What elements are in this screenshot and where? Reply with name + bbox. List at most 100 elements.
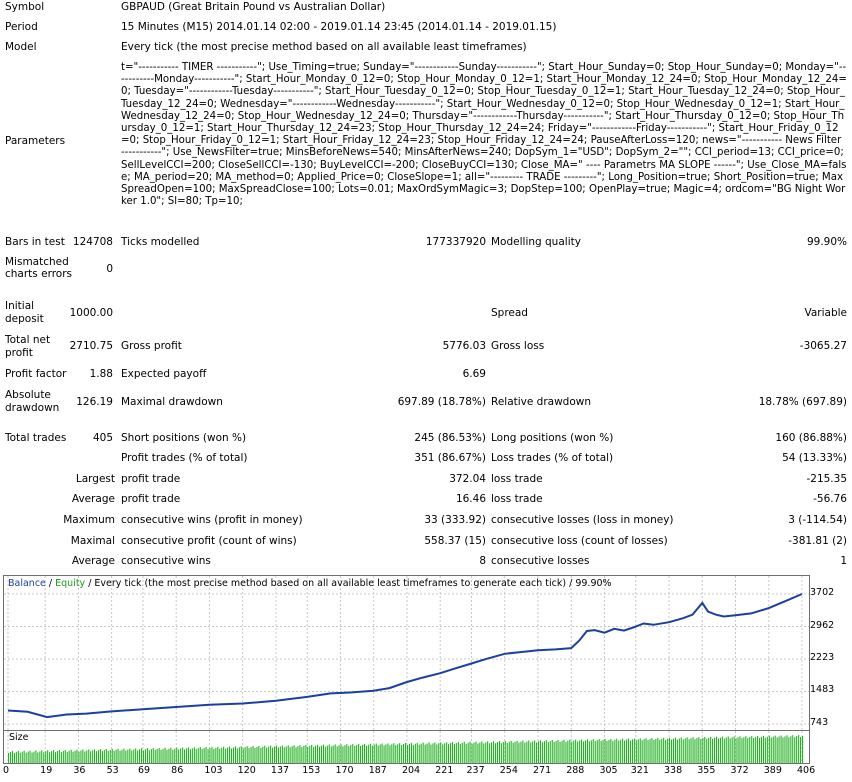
size-bar <box>43 752 45 763</box>
short-positions-value: 245 (86.53%) <box>414 432 486 444</box>
size-bar <box>620 739 622 763</box>
size-bar <box>74 750 76 763</box>
size-bar <box>152 748 154 763</box>
size-bar <box>749 737 751 763</box>
size-bar <box>768 735 770 763</box>
size-bar <box>223 746 225 763</box>
size-bar <box>753 738 755 763</box>
max-consec-wins-value: 33 (333.92) <box>424 514 486 526</box>
size-bar <box>487 741 489 763</box>
gross-loss-label: Gross loss <box>491 340 545 352</box>
short-positions-label: Short positions (won %) <box>121 432 247 444</box>
absolute-drawdown-label: Absolute drawdown <box>5 389 60 414</box>
size-bar <box>72 751 74 763</box>
size-bar <box>281 745 283 763</box>
consecutive-loss-count-label: consecutive loss (count of losses) <box>491 535 668 547</box>
size-bar <box>520 741 522 763</box>
size-bar <box>725 737 727 763</box>
size-bar <box>47 750 49 763</box>
size-bar <box>201 749 203 763</box>
size-bar <box>802 736 804 763</box>
size-bar <box>11 750 13 763</box>
spread-label: Spread <box>491 307 528 319</box>
size-bar <box>672 738 674 763</box>
size-bar <box>148 750 150 763</box>
size-bar <box>35 750 37 763</box>
size-bar <box>305 745 307 763</box>
size-bar <box>295 747 297 763</box>
size-bar <box>41 750 43 763</box>
size-bar <box>344 745 346 763</box>
size-bar <box>702 738 704 763</box>
size-bar <box>733 736 735 763</box>
size-bar <box>53 750 55 763</box>
size-bar <box>184 749 186 763</box>
x-tick-label: 338 <box>664 765 683 776</box>
size-bar <box>90 751 92 763</box>
size-bar <box>508 741 510 763</box>
size-bar <box>187 747 189 763</box>
size-bar <box>393 743 395 763</box>
size-bar <box>166 749 168 763</box>
size-bar <box>76 749 78 763</box>
size-bar <box>303 746 305 763</box>
consecutive-losses-label: consecutive losses <box>491 555 590 567</box>
size-bar <box>622 738 624 763</box>
size-bar <box>717 738 719 763</box>
size-bar <box>698 737 700 763</box>
size-bar <box>307 747 309 763</box>
x-tick-label: 170 <box>335 765 354 776</box>
size-bar <box>121 749 123 763</box>
x-tick-label: 86 <box>171 765 184 776</box>
size-bar <box>506 743 508 763</box>
size-bar <box>248 748 250 763</box>
size-bar <box>598 739 600 763</box>
size-bar <box>627 738 629 763</box>
y-tick-label: 1483 <box>810 684 835 696</box>
x-tick-label: 19 <box>40 765 53 776</box>
size-bar <box>125 750 127 763</box>
x-tick-label: 389 <box>763 765 782 776</box>
size-bar <box>571 741 573 763</box>
size-bar <box>741 738 743 763</box>
size-bar <box>584 740 586 763</box>
size-bar <box>688 739 690 763</box>
size-bar <box>465 743 467 763</box>
average-loss-value: -56.76 <box>813 493 847 505</box>
gross-profit-label: Gross profit <box>121 340 182 352</box>
size-bar <box>338 745 340 763</box>
size-bar <box>442 744 444 763</box>
size-bar <box>610 738 612 763</box>
size-bar <box>8 753 10 763</box>
size-bar <box>375 743 377 763</box>
size-bar <box>583 741 585 763</box>
size-bar <box>217 746 219 763</box>
y-tick-label: 2223 <box>810 651 835 663</box>
size-bar <box>377 745 379 763</box>
size-bar <box>225 748 227 763</box>
initial-deposit-value: 1000.00 <box>69 307 113 319</box>
size-bar <box>774 735 776 763</box>
size-bar <box>496 742 498 763</box>
size-bar <box>266 747 268 763</box>
size-bar <box>678 738 680 763</box>
size-bar <box>606 740 608 763</box>
size-bar <box>62 750 64 763</box>
size-bar <box>719 737 721 763</box>
size-bar <box>614 739 616 763</box>
profit-trades-value: 351 (86.67%) <box>414 452 486 464</box>
size-bar <box>643 739 645 763</box>
size-bar <box>498 741 500 763</box>
size-bar <box>479 742 481 763</box>
size-bar <box>757 735 759 763</box>
size-bar <box>602 740 604 763</box>
size-bar <box>788 737 790 763</box>
size-bar <box>667 738 669 763</box>
size-bar <box>645 738 647 763</box>
size-bar <box>135 748 137 763</box>
size-bar <box>459 743 461 763</box>
size-bar <box>772 736 774 763</box>
size-bar <box>367 744 369 763</box>
size-bar <box>37 752 39 763</box>
size-bar <box>240 746 242 763</box>
